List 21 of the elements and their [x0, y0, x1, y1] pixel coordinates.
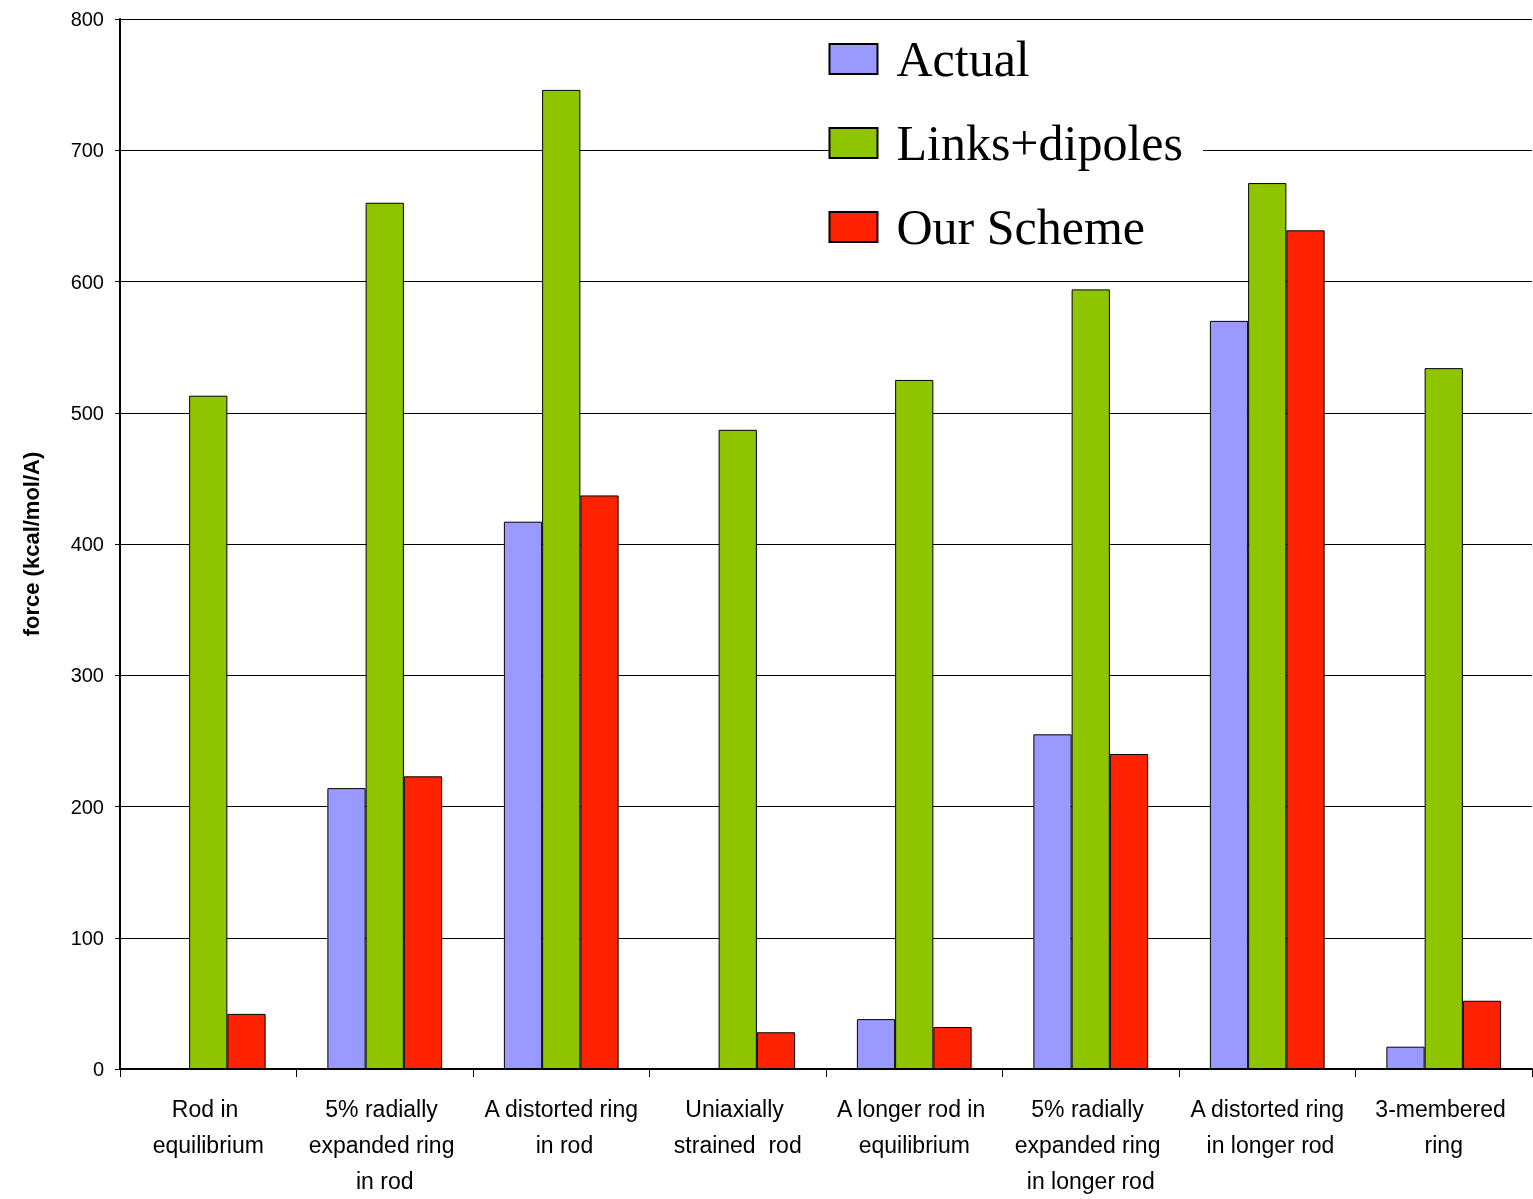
y-tick-label: 800	[70, 8, 104, 30]
y-tick-label: 400	[70, 533, 104, 555]
x-tick-label: 3-membered ring	[1375, 1096, 1513, 1158]
y-axis-title: force (kcal/mol/A)	[18, 451, 44, 637]
y-tick-label: 300	[70, 664, 104, 687]
y-tick-label: 500	[70, 401, 104, 424]
x-tick-label: 5% radially expanded ring in longer rod	[1014, 1096, 1167, 1194]
x-tick-label: A distorted ring in longer rod	[1190, 1096, 1344, 1158]
legend-label: Links+dipoles	[896, 115, 1184, 171]
y-tick-label: 700	[70, 139, 104, 162]
legend-label: Actual	[896, 31, 1030, 87]
y-tick-label: 100	[70, 926, 104, 949]
y-tick-label: 600	[70, 270, 104, 293]
legend-label: Our Scheme	[896, 199, 1146, 255]
y-tick-label: 0	[92, 1058, 104, 1080]
x-tick-label: 5% radially expanded ring in rod	[308, 1096, 461, 1194]
x-tick-label: Uniaxially strained rod	[673, 1096, 802, 1158]
x-tick-label: Rod in equilibrium	[152, 1096, 264, 1158]
x-tick-label: A longer rod in equilibrium	[836, 1096, 992, 1158]
y-tick-label: 200	[70, 795, 104, 818]
x-tick-label: A distorted ring in rod	[484, 1096, 638, 1158]
